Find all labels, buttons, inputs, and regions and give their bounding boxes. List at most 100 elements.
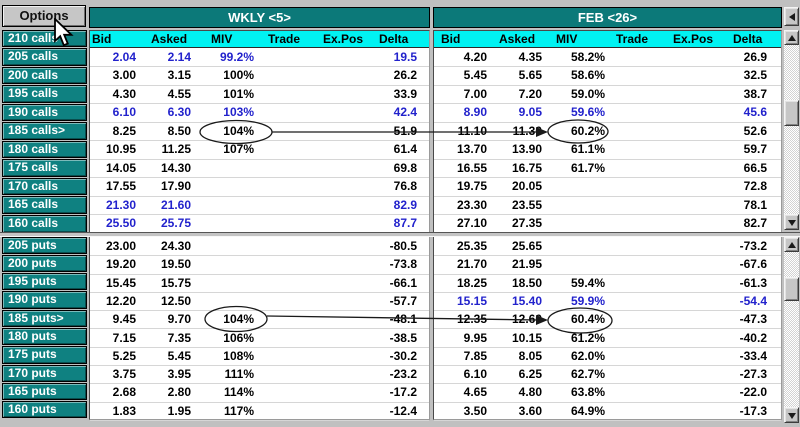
option-row[interactable]: 7.85 8.05 62.0% -33.4 — [434, 348, 781, 367]
option-row[interactable]: 14.05 14.30 69.8 — [90, 160, 429, 179]
option-row[interactable]: 12.20 12.50 -57.7 — [90, 293, 429, 312]
option-row[interactable]: 5.25 5.45 108% -30.2 — [90, 348, 429, 367]
sidebar-item-190-calls[interactable]: 190 calls — [2, 103, 87, 122]
option-row[interactable]: 15.45 15.75 -66.1 — [90, 275, 429, 293]
puts-scroll-up-button[interactable] — [784, 237, 799, 252]
cell-delta: 82.7 — [743, 216, 767, 231]
option-row[interactable]: 7.15 7.35 106% -38.5 — [90, 330, 429, 348]
cell-bid: 4.65 — [463, 385, 487, 400]
option-row[interactable]: 8.90 9.05 59.6% 45.6 — [434, 104, 781, 123]
cell-asked: 20.05 — [511, 179, 542, 194]
option-row[interactable]: 19.75 20.05 72.8 — [434, 178, 781, 197]
calls-puts-divider — [0, 232, 800, 237]
cell-miv: 63.8% — [570, 385, 605, 400]
cell-asked: 12.50 — [160, 293, 191, 308]
option-row[interactable]: 13.70 13.90 61.1% 59.7 — [434, 141, 781, 160]
option-row[interactable]: 1.83 1.95 117% -12.4 — [90, 403, 429, 421]
sidebar-item-205-calls[interactable]: 205 calls — [2, 48, 87, 66]
sidebar-item-195-calls[interactable]: 195 calls — [2, 85, 87, 103]
option-row[interactable]: 8.25 8.50 104% 51.9 — [90, 123, 429, 142]
sidebar-item-170-calls[interactable]: 170 calls — [2, 177, 87, 196]
cell-miv — [191, 160, 254, 178]
column-header-ex-pos: Ex.Pos — [673, 32, 714, 46]
cell-delta: -40.2 — [739, 330, 767, 345]
cell-delta: -27.3 — [739, 367, 767, 382]
cell-delta: 69.8 — [393, 160, 417, 175]
calls-scroll-down-button[interactable] — [784, 214, 799, 230]
option-row[interactable]: 19.20 19.50 -73.8 — [90, 256, 429, 275]
option-row[interactable]: 4.30 4.55 101% 33.9 — [90, 86, 429, 105]
scroll-left-button[interactable] — [784, 7, 799, 26]
sidebar-item-195-puts[interactable]: 195 puts — [2, 273, 87, 291]
cell-bid: 2.04 — [112, 49, 136, 64]
column-header-delta: Delta — [379, 32, 409, 46]
calls-scrollbar[interactable] — [784, 30, 799, 230]
cell-bid: 6.10 — [463, 367, 487, 382]
sidebar-item-175-calls[interactable]: 175 calls — [2, 159, 87, 177]
option-row[interactable]: 9.95 10.15 61.2% -40.2 — [434, 330, 781, 348]
puts-scrollbar-thumb[interactable] — [784, 277, 799, 301]
option-row[interactable]: 10.95 11.25 107% 61.4 — [90, 141, 429, 160]
sidebar-item-185-puts[interactable]: 185 puts> — [2, 309, 87, 327]
cell-miv — [542, 178, 605, 196]
cell-delta: 76.8 — [393, 179, 417, 194]
column-header-trade: Trade — [616, 32, 649, 46]
option-row[interactable]: 23.30 23.55 78.1 — [434, 197, 781, 216]
cell-asked: 3.15 — [167, 68, 191, 83]
option-row[interactable]: 4.65 4.80 63.8% -22.0 — [434, 384, 781, 403]
calls-scrollbar-thumb[interactable] — [784, 100, 799, 126]
option-row[interactable]: 9.45 9.70 104% -48.1 — [90, 311, 429, 330]
option-row[interactable]: 25.35 25.65 -73.2 — [434, 238, 781, 257]
cell-bid: 21.30 — [105, 197, 136, 212]
option-row[interactable]: 16.55 16.75 61.7% 66.5 — [434, 160, 781, 179]
cell-asked: 3.60 — [518, 403, 542, 418]
option-row[interactable]: 6.10 6.25 62.7% -27.3 — [434, 366, 781, 385]
cell-delta: 38.7 — [743, 86, 767, 101]
sidebar-item-165-puts[interactable]: 165 puts — [2, 382, 87, 401]
sidebar-item-165-calls[interactable]: 165 calls — [2, 196, 87, 214]
puts-scroll-down-button[interactable] — [784, 407, 799, 423]
option-row[interactable]: 15.15 15.40 59.9% -54.4 — [434, 293, 781, 312]
sidebar-item-180-puts[interactable]: 180 puts — [2, 328, 87, 346]
sidebar-item-160-calls[interactable]: 160 calls — [2, 215, 87, 233]
sidebar-item-210-calls[interactable]: 210 calls — [2, 29, 87, 47]
puts-scrollbar[interactable] — [784, 237, 799, 423]
cell-bid: 21.70 — [456, 257, 487, 272]
option-row[interactable]: 21.70 21.95 -67.6 — [434, 256, 781, 275]
cell-bid: 6.10 — [112, 105, 136, 120]
option-row[interactable]: 23.00 24.30 -80.5 — [90, 238, 429, 257]
column-header-trade: Trade — [268, 32, 301, 46]
option-row[interactable]: 3.75 3.95 111% -23.2 — [90, 366, 429, 385]
sidebar-item-175-puts[interactable]: 175 puts — [2, 346, 87, 364]
cell-delta: -73.2 — [739, 239, 767, 253]
cell-bid: 3.00 — [112, 68, 136, 83]
sidebar-item-160-puts[interactable]: 160 puts — [2, 401, 87, 419]
cell-asked: 2.14 — [167, 49, 191, 64]
option-row[interactable]: 18.25 18.50 59.4% -61.3 — [434, 275, 781, 293]
options-button[interactable]: Options — [2, 5, 86, 27]
sidebar-item-200-puts[interactable]: 200 puts — [2, 254, 87, 273]
sidebar-item-170-puts[interactable]: 170 puts — [2, 364, 87, 382]
option-row[interactable]: 3.00 3.15 100% 26.2 — [90, 67, 429, 86]
option-row[interactable]: 3.50 3.60 64.9% -17.3 — [434, 403, 781, 421]
option-row[interactable]: 17.55 17.90 76.8 — [90, 178, 429, 197]
option-row[interactable]: 6.10 6.30 103% 42.4 — [90, 104, 429, 123]
cell-delta: 19.5 — [393, 49, 417, 64]
sidebar-item-185-calls[interactable]: 185 calls> — [2, 122, 87, 140]
sidebar-item-180-calls[interactable]: 180 calls — [2, 140, 87, 159]
option-row[interactable]: 2.68 2.80 114% -17.2 — [90, 384, 429, 403]
sidebar-item-200-calls[interactable]: 200 calls — [2, 66, 87, 85]
option-row[interactable]: 12.35 12.60 60.4% -47.3 — [434, 311, 781, 330]
option-row[interactable]: 21.30 21.60 82.9 — [90, 197, 429, 216]
cell-delta: 66.5 — [743, 160, 767, 175]
option-row[interactable]: 7.00 7.20 59.0% 38.7 — [434, 86, 781, 105]
cell-asked: 8.05 — [518, 348, 542, 363]
sidebar-item-190-puts[interactable]: 190 puts — [2, 291, 87, 309]
cell-delta: 78.1 — [743, 197, 767, 212]
option-row[interactable]: 2.04 2.14 99.2% 19.5 — [90, 49, 429, 68]
option-row[interactable]: 4.20 4.35 58.2% 26.9 — [434, 49, 781, 68]
option-row[interactable]: 11.10 11.30 60.2% 52.6 — [434, 123, 781, 142]
option-row[interactable]: 5.45 5.65 58.6% 32.5 — [434, 67, 781, 86]
calls-scroll-up-button[interactable] — [784, 30, 799, 45]
sidebar-item-205-puts[interactable]: 205 puts — [2, 236, 87, 254]
